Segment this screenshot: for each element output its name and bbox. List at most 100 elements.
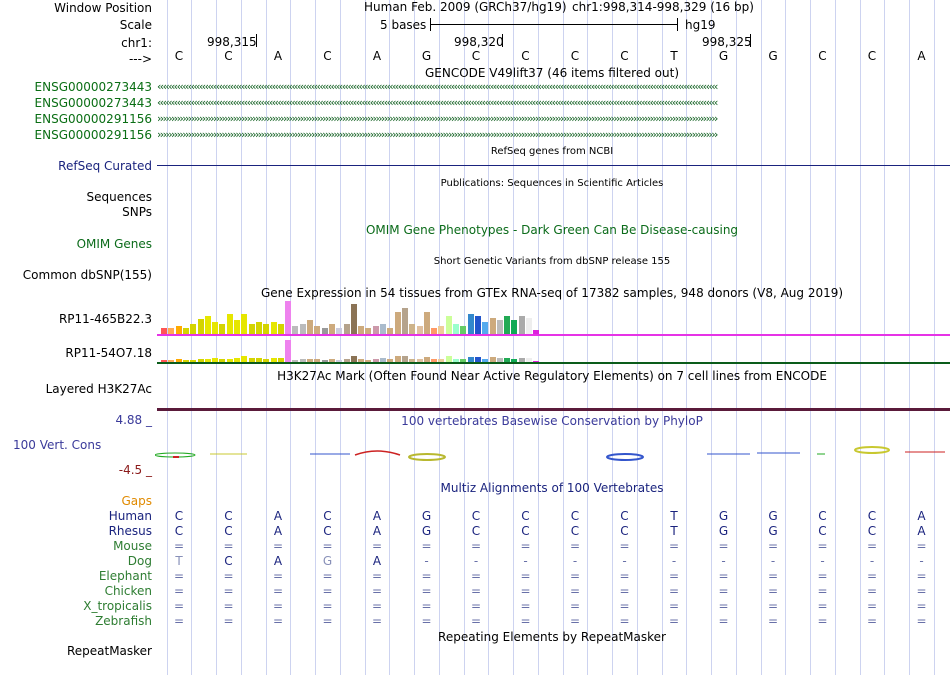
layered-h3k27ac-label[interactable]: Layered H3K27Ac — [45, 382, 152, 396]
gtex-tissue-bar[interactable] — [219, 359, 226, 362]
snps-label[interactable]: SNPs — [122, 205, 152, 219]
gtex-tissue-bar[interactable] — [285, 340, 292, 362]
gtex-tissue-bar[interactable] — [453, 359, 459, 362]
gtex-tissue-bar[interactable] — [431, 359, 438, 362]
gtex-tissue-bar[interactable] — [204, 316, 211, 334]
common-dbsnp-label[interactable]: Common dbSNP(155) — [22, 268, 152, 282]
gtex-tissue-bar[interactable] — [226, 359, 233, 362]
gtex-tissue-bar[interactable] — [175, 326, 182, 334]
gtex-tissue-bar[interactable] — [328, 359, 335, 362]
gtex-tissue-bar[interactable] — [175, 359, 182, 362]
ensg-gene-1[interactable]: ‹‹‹‹‹‹‹‹‹‹‹‹‹‹‹‹‹‹‹‹‹‹‹‹‹‹‹‹‹‹‹‹‹‹‹‹‹‹‹‹… — [157, 81, 718, 93]
gtex-tissue-bar[interactable] — [372, 326, 379, 334]
gtex-tissue-bar[interactable] — [438, 326, 445, 334]
gtex-tissue-bar[interactable] — [307, 359, 313, 362]
gtex-tissue-bar[interactable] — [277, 358, 284, 362]
gtex-tissue-bar[interactable] — [299, 359, 306, 362]
gtex-tissue-bar[interactable] — [307, 320, 313, 334]
gtex-tissue-bar[interactable] — [518, 316, 525, 334]
gtex-tissue-bar[interactable] — [212, 322, 219, 334]
refseq-curated-label[interactable]: RefSeq Curated — [58, 159, 152, 173]
gtex-tissue-bar[interactable] — [234, 358, 240, 362]
species-label-zebrafish[interactable]: Zebrafish — [95, 614, 152, 628]
gtex-tissue-bar[interactable] — [336, 328, 343, 334]
gtex-tissue-bar[interactable] — [234, 320, 240, 334]
species-label-rhesus[interactable]: Rhesus — [108, 524, 152, 538]
gtex-tissue-bar[interactable] — [518, 358, 525, 362]
gtex-tissue-bar[interactable] — [460, 326, 467, 334]
gtex-tissue-bar[interactable] — [336, 360, 343, 362]
gtex-tissue-bar[interactable] — [314, 326, 321, 334]
gtex-rp2-bars[interactable] — [157, 338, 540, 362]
gtex-tissue-bar[interactable] — [401, 356, 408, 362]
gtex-tissue-bar[interactable] — [431, 328, 438, 334]
gtex-tissue-bar[interactable] — [321, 328, 328, 334]
gtex-tissue-bar[interactable] — [182, 328, 189, 334]
gtex-tissue-bar[interactable] — [255, 358, 262, 362]
repeatmasker-label[interactable]: RepeatMasker — [66, 644, 152, 658]
gtex-tissue-bar[interactable] — [526, 318, 532, 334]
phylop-track-label[interactable]: 100 Vert. Cons — [13, 438, 102, 452]
gtex-tissue-bar[interactable] — [168, 328, 175, 334]
gtex-tissue-bar[interactable] — [401, 308, 408, 334]
gtex-tissue-bar[interactable] — [365, 328, 372, 334]
ensg-gene-4[interactable]: ››››››››››››››››››››››››››››››››››››››››… — [157, 129, 718, 141]
gtex-tissue-bar[interactable] — [416, 326, 423, 334]
gtex-tissue-bar[interactable] — [380, 358, 386, 362]
gtex-tissue-bar[interactable] — [489, 357, 496, 362]
gtex-tissue-bar[interactable] — [387, 359, 394, 362]
h3k27ac-signal[interactable] — [157, 408, 950, 411]
gtex-tissue-bar[interactable] — [453, 324, 459, 334]
gtex-tissue-bar[interactable] — [168, 360, 175, 362]
gtex-tissue-bar[interactable] — [482, 322, 489, 334]
gtex-tissue-bar[interactable] — [409, 359, 416, 362]
gtex-tissue-bar[interactable] — [299, 324, 306, 334]
gtex-tissue-bar[interactable] — [161, 360, 167, 362]
gtex-tissue-bar[interactable] — [372, 359, 379, 362]
gtex-tissue-bar[interactable] — [504, 358, 511, 362]
gtex-tissue-bar[interactable] — [350, 356, 357, 362]
track-label-ensg-2[interactable]: ENSG00000273443 — [34, 96, 152, 110]
gtex-tissue-bar[interactable] — [533, 330, 540, 334]
gtex-tissue-bar[interactable] — [394, 312, 401, 334]
gtex-tissue-bar[interactable] — [416, 359, 423, 362]
ensg-gene-3[interactable]: ››››››››››››››››››››››››››››››››››››››››… — [157, 113, 718, 125]
gtex-rp2-label[interactable]: RP11-54O7.18 — [65, 346, 152, 360]
track-label-ensg-1[interactable]: ENSG00000273443 — [34, 80, 152, 94]
gtex-tissue-bar[interactable] — [445, 316, 452, 334]
gtex-tissue-bar[interactable] — [460, 359, 467, 362]
gtex-tissue-bar[interactable] — [511, 320, 518, 334]
gtex-tissue-bar[interactable] — [292, 326, 299, 334]
gtex-tissue-bar[interactable] — [445, 356, 452, 362]
gtex-tissue-bar[interactable] — [438, 359, 445, 362]
gtex-rp1-label[interactable]: RP11-465B22.3 — [58, 312, 152, 326]
gtex-tissue-bar[interactable] — [219, 324, 226, 334]
gtex-tissue-bar[interactable] — [182, 360, 189, 362]
gtex-tissue-bar[interactable] — [277, 324, 284, 334]
gtex-tissue-bar[interactable] — [474, 316, 481, 334]
omim-genes-label[interactable]: OMIM Genes — [76, 237, 152, 251]
gtex-tissue-bar[interactable] — [285, 301, 292, 334]
gtex-tissue-bar[interactable] — [270, 322, 277, 334]
gtex-tissue-bar[interactable] — [350, 304, 357, 334]
gtex-tissue-bar[interactable] — [474, 357, 481, 362]
gtex-tissue-bar[interactable] — [321, 360, 328, 362]
gtex-tissue-bar[interactable] — [292, 360, 299, 362]
gtex-tissue-bar[interactable] — [263, 359, 270, 362]
gtex-tissue-bar[interactable] — [380, 324, 386, 334]
gtex-tissue-bar[interactable] — [255, 322, 262, 334]
gtex-tissue-bar[interactable] — [365, 360, 372, 362]
gtex-tissue-bar[interactable] — [526, 358, 532, 362]
gtex-tissue-bar[interactable] — [263, 324, 270, 334]
species-label-human[interactable]: Human — [108, 509, 152, 523]
gtex-tissue-bar[interactable] — [387, 328, 394, 334]
gtex-tissue-bar[interactable] — [248, 324, 255, 334]
gtex-tissue-bar[interactable] — [197, 319, 204, 334]
gtex-tissue-bar[interactable] — [204, 359, 211, 362]
gtex-tissue-bar[interactable] — [314, 359, 321, 362]
species-label-dog[interactable]: Dog — [127, 554, 152, 568]
gtex-tissue-bar[interactable] — [190, 324, 197, 334]
ensg-gene-2[interactable]: ‹‹‹‹‹‹‹‹‹‹‹‹‹‹‹‹‹‹‹‹‹‹‹‹‹‹‹‹‹‹‹‹‹‹‹‹‹‹‹‹… — [157, 97, 718, 109]
gtex-tissue-bar[interactable] — [504, 316, 511, 334]
track-label-ensg-4[interactable]: ENSG00000291156 — [34, 128, 152, 142]
